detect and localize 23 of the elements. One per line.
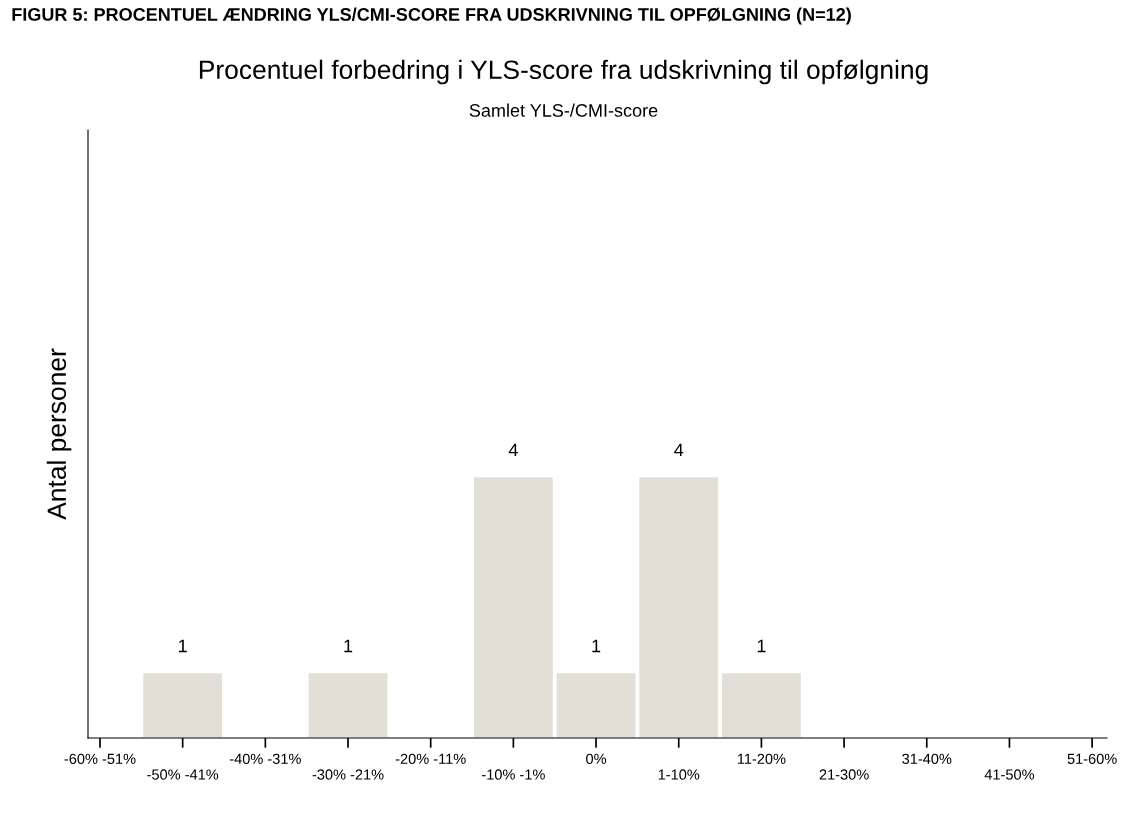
x-tick-label: 1-10% <box>658 769 700 780</box>
x-tick-label: 51-60% <box>1067 753 1117 764</box>
x-tick-label: 21-30% <box>819 769 869 780</box>
x-tick-label: -40% -31% <box>229 753 301 764</box>
data-label: 1 <box>179 639 187 653</box>
data-label: 1 <box>592 639 601 653</box>
x-tick-label: 0% <box>586 753 607 764</box>
data-label: 1 <box>757 639 766 653</box>
data-label: 4 <box>508 443 518 457</box>
data-label: 1 <box>344 639 353 653</box>
x-tick-label: 11-20% <box>737 753 786 764</box>
x-tick-label: -50% -41% <box>147 769 219 780</box>
chart-title: Procentuel forbedring i YLS-score fra udskrivning til opfølgning <box>199 59 928 85</box>
x-tick-label: -60% -51% <box>64 753 136 764</box>
data-label: 4 <box>674 443 684 457</box>
x-tick-label: -30% -21% <box>312 769 384 780</box>
text: FIGUR 5: PROCENTUEL ÆNDRING YLS/CMI-SCORE FRA UDSKRIVNING TIL OPFØLGNING (N=12) <box>12 7 851 25</box>
y-axis-title: Antal personer <box>46 348 72 520</box>
x-tick-label: -10% -1% <box>482 769 545 780</box>
x-tick-label: -20% -11% <box>395 753 466 764</box>
x-tick-label: 31-40% <box>902 753 952 764</box>
x-tick-label: 41-50% <box>984 769 1035 780</box>
chart-subtitle: Samlet YLS-/CMI-score <box>469 103 658 117</box>
